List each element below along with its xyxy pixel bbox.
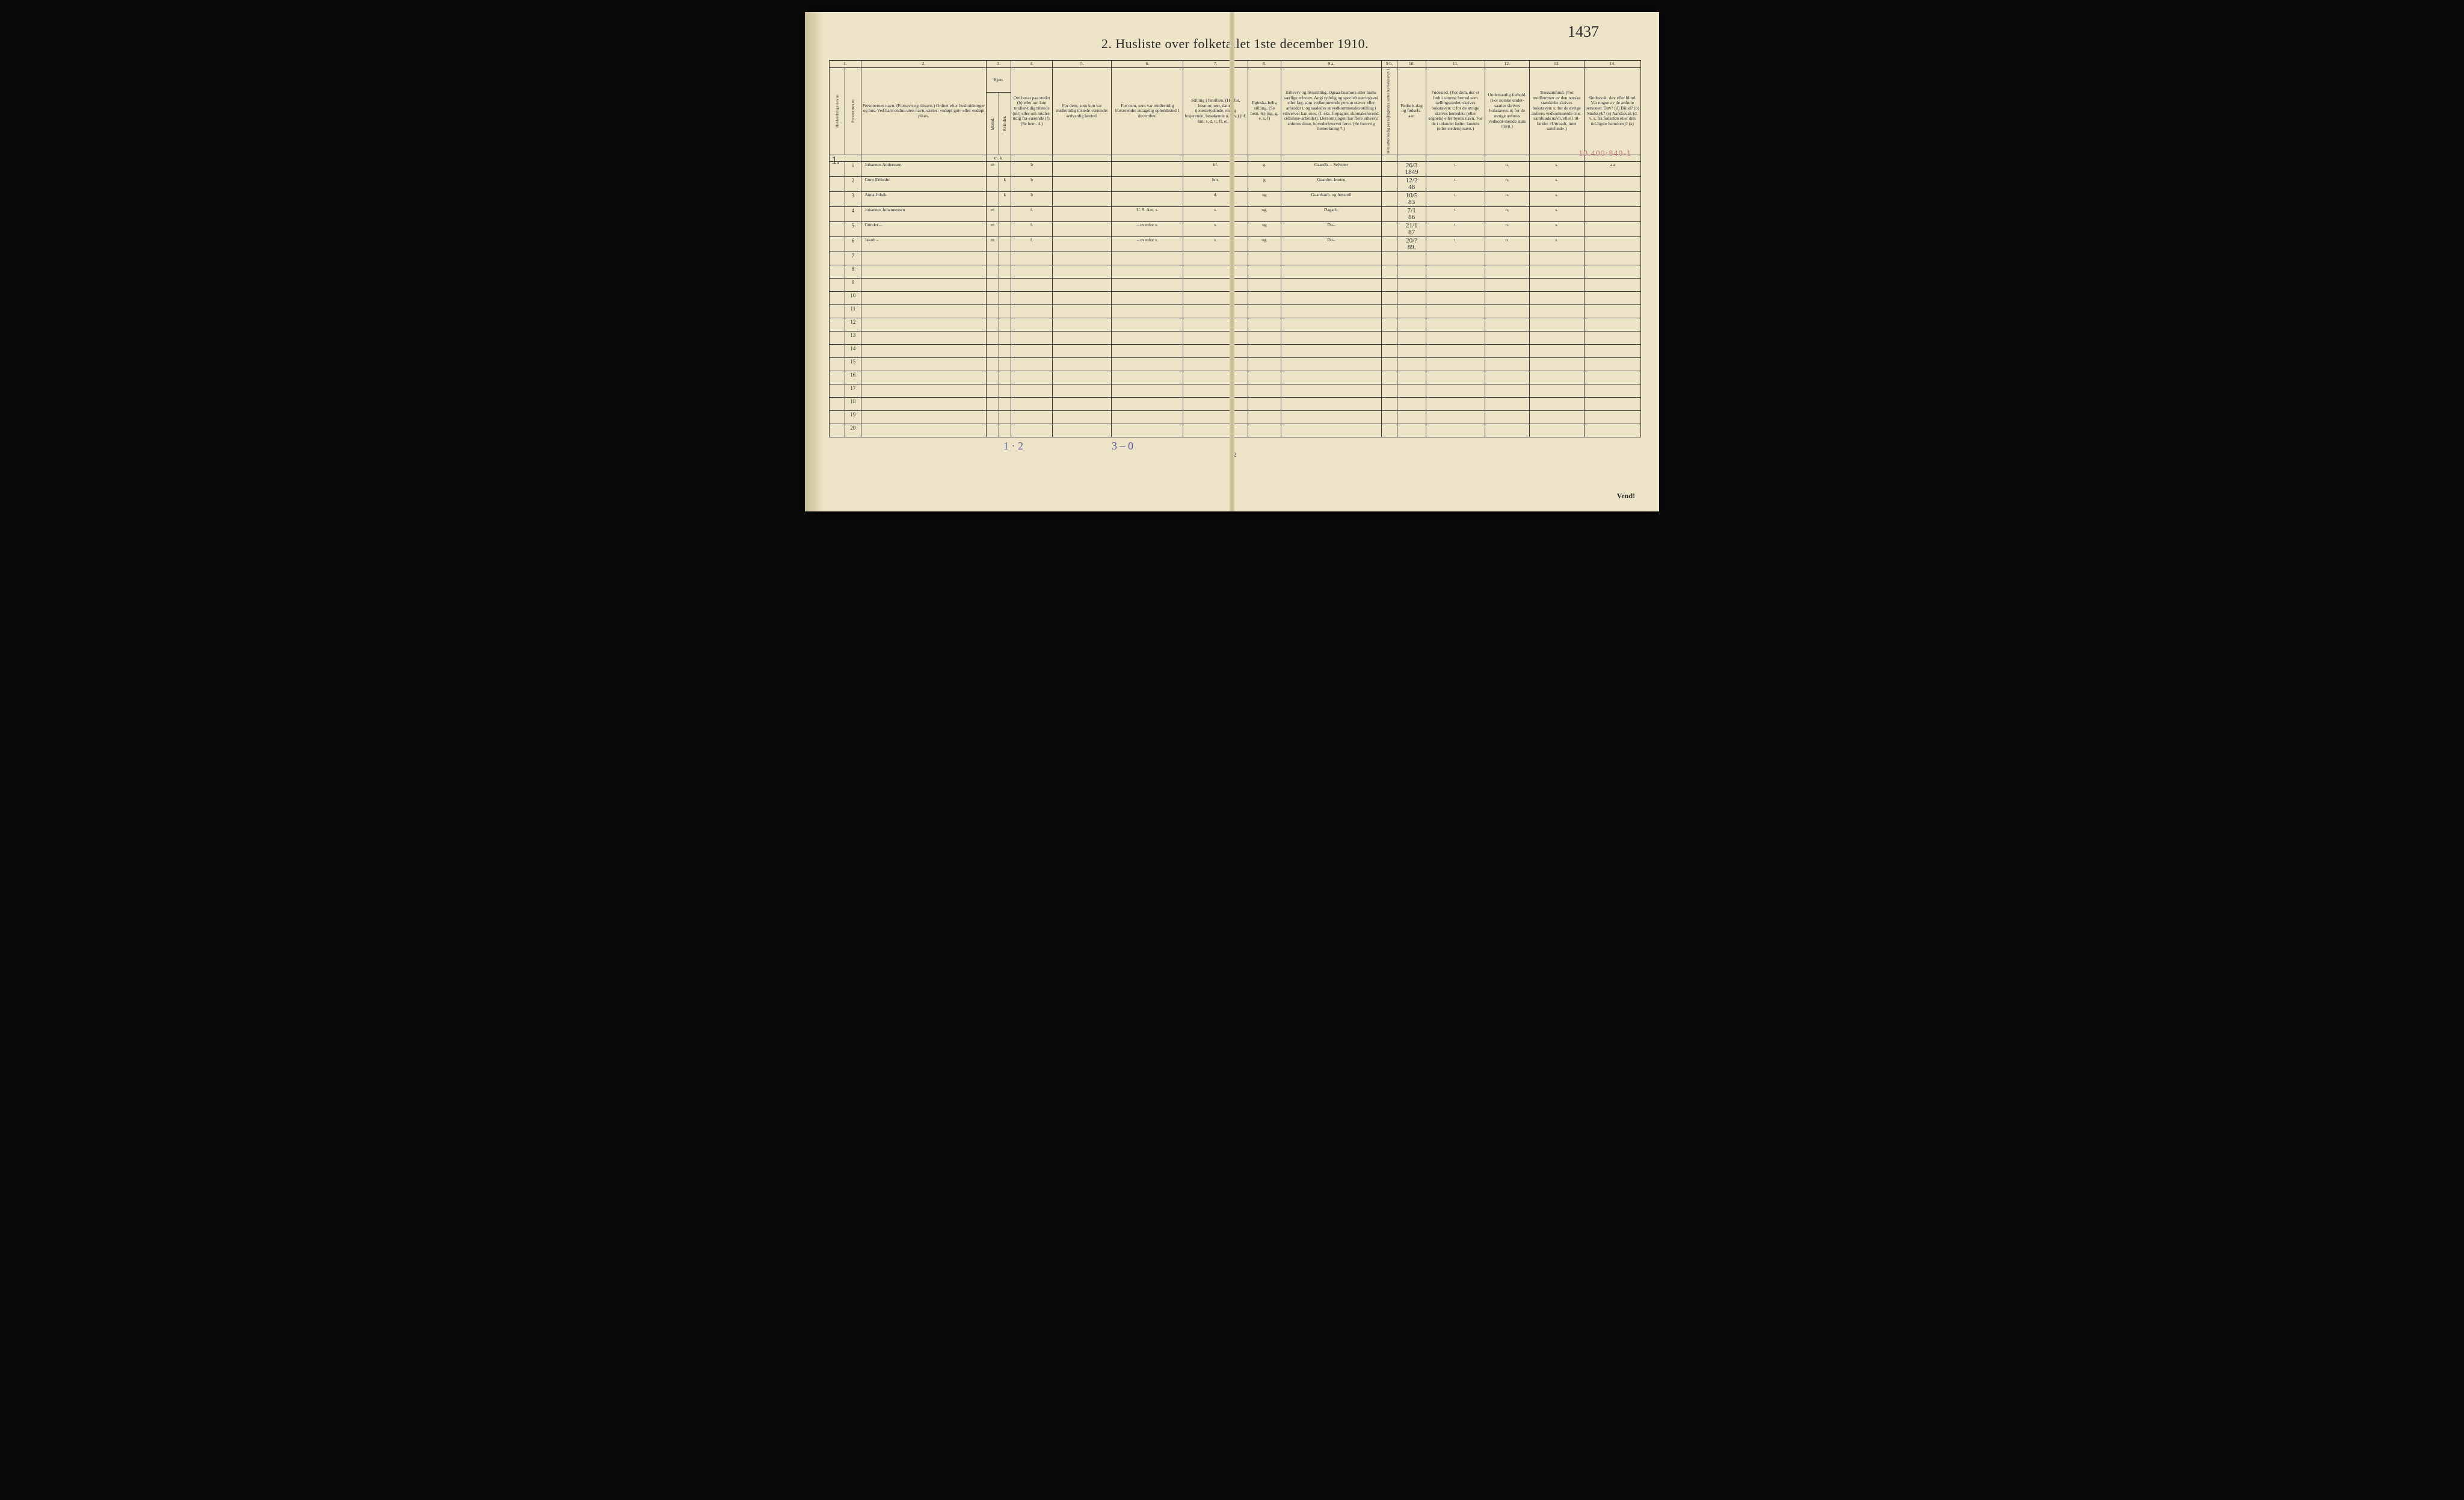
table-row: 19 bbox=[830, 411, 1641, 424]
footer-handwritten-2: 3 – 0 bbox=[1112, 440, 1133, 452]
table-row: 4Johannes Johannessenmf.U. S. Am. s.s.ug… bbox=[830, 207, 1641, 222]
hdr-mk: m. k. bbox=[987, 155, 1011, 162]
table-row: 6Jakob –mf.– ovenfor s.s.ug.Do–20/? 89.t… bbox=[830, 237, 1641, 252]
colnum-14: 14. bbox=[1584, 61, 1640, 68]
hdr-unemployed: Hvis arbeidsledig paa tællingstiden sætt… bbox=[1381, 67, 1397, 155]
table-row: 17 bbox=[830, 384, 1641, 398]
table-row: 18 bbox=[830, 398, 1641, 411]
footer-handwritten-1: 1 · 2 bbox=[1003, 440, 1023, 452]
hdr-male: Mænd. bbox=[987, 93, 999, 155]
colnum-8: 8. bbox=[1248, 61, 1281, 68]
footer-page-number: 2 bbox=[1234, 452, 1237, 458]
page-title: 2. Husliste over folketallet 1ste decemb… bbox=[829, 36, 1641, 52]
footer: 1 · 2 3 – 0 2 bbox=[829, 440, 1641, 458]
colnum-3: 3. bbox=[987, 61, 1011, 68]
colnum-6: 6. bbox=[1112, 61, 1183, 68]
table-row: 9 bbox=[830, 279, 1641, 292]
turn-over-label: Vend! bbox=[1617, 492, 1635, 501]
hdr-marital: Egteska-belig stilling. (Se bem. 6.) (ug… bbox=[1248, 67, 1281, 155]
hdr-birthplace: Fødested. (For dem, der er født i samme … bbox=[1426, 67, 1485, 155]
table-body: 1Johannes Anderssenmbhf.g.Gaardb. – Selv… bbox=[830, 162, 1641, 437]
census-page: 1437 2. Husliste over folketallet 1ste d… bbox=[805, 12, 1659, 511]
table-row: 3Anna Jolsdt.kbd.ugGaardsarb. og husstel… bbox=[830, 192, 1641, 207]
table-row: 5Gunder –mf.– ovenfor s.s.ugDo–21/1 87t.… bbox=[830, 222, 1641, 237]
colnum-9a: 9 a. bbox=[1281, 61, 1381, 68]
colnum-4: 4. bbox=[1011, 61, 1052, 68]
colnum-7: 7. bbox=[1183, 61, 1248, 68]
hdr-occupation: Erhverv og livsstilling. Ogsaa husmors e… bbox=[1281, 67, 1381, 155]
hdr-name: Personernes navn. (Fornavn og tilnavn.) … bbox=[861, 67, 987, 155]
table-row: 10 bbox=[830, 292, 1641, 305]
table-row: 2Guro Eriksdtr.kbhm.gGaardm. hustru12/2 … bbox=[830, 177, 1641, 192]
table-row: 20 bbox=[830, 424, 1641, 437]
hdr-temp-absent: For dem, som var midlertidig fraværende:… bbox=[1112, 67, 1183, 155]
colnum-5: 5. bbox=[1053, 61, 1112, 68]
hdr-temp-present: For dem, som kun var midlertidig tilsted… bbox=[1053, 67, 1112, 155]
colnum-13: 13. bbox=[1529, 61, 1584, 68]
colnum-10: 10. bbox=[1397, 61, 1426, 68]
hdr-nationality: Undersaatlig forhold. (For norske under-… bbox=[1485, 67, 1529, 155]
table-row: 8 bbox=[830, 265, 1641, 279]
census-table: 1. 2. 3. 4. 5. 6. 7. 8. 9 a. 9 b. 10. 11… bbox=[829, 60, 1641, 437]
table-row: 16 bbox=[830, 371, 1641, 384]
colnum-12: 12. bbox=[1485, 61, 1529, 68]
hdr-residence: Om bosat paa stedet (b) eller om kun mid… bbox=[1011, 67, 1052, 155]
colnum-2: 2. bbox=[861, 61, 987, 68]
table-row: 7 bbox=[830, 252, 1641, 265]
table-row: 13 bbox=[830, 332, 1641, 345]
hdr-household-nr: Husholdningernes nr. bbox=[830, 67, 845, 155]
table-row: 1Johannes Anderssenmbhf.g.Gaardb. – Selv… bbox=[830, 162, 1641, 177]
hdr-birth: Fødsels-dag og fødsels-aar. bbox=[1397, 67, 1426, 155]
hdr-family-pos: Stilling i familien. (Husfar, husmor, sø… bbox=[1183, 67, 1248, 155]
colnum-1: 1. bbox=[830, 61, 861, 68]
hdr-female: Kvinder. bbox=[999, 93, 1011, 155]
hdr-person-nr: Personernes nr. bbox=[845, 67, 861, 155]
table-row: 11 bbox=[830, 305, 1641, 318]
table-row: 12 bbox=[830, 318, 1641, 332]
hdr-sex: Kjøn. bbox=[987, 67, 1011, 92]
colnum-11: 11. bbox=[1426, 61, 1485, 68]
household-number-marker: 1. bbox=[831, 154, 840, 167]
hdr-religion: Trossamfund. (For medlemmer av den norsk… bbox=[1529, 67, 1584, 155]
margin-archive-code: 10.400·840-1 bbox=[1578, 149, 1631, 159]
table-header: 1. 2. 3. 4. 5. 6. 7. 8. 9 a. 9 b. 10. 11… bbox=[830, 61, 1641, 162]
handwritten-top-right: 1437 bbox=[1568, 23, 1599, 41]
hdr-disability: Sindssvak, døv eller blind. Var nogen av… bbox=[1584, 67, 1640, 155]
table-row: 15 bbox=[830, 358, 1641, 371]
table-row: 14 bbox=[830, 345, 1641, 358]
colnum-9b: 9 b. bbox=[1381, 61, 1397, 68]
